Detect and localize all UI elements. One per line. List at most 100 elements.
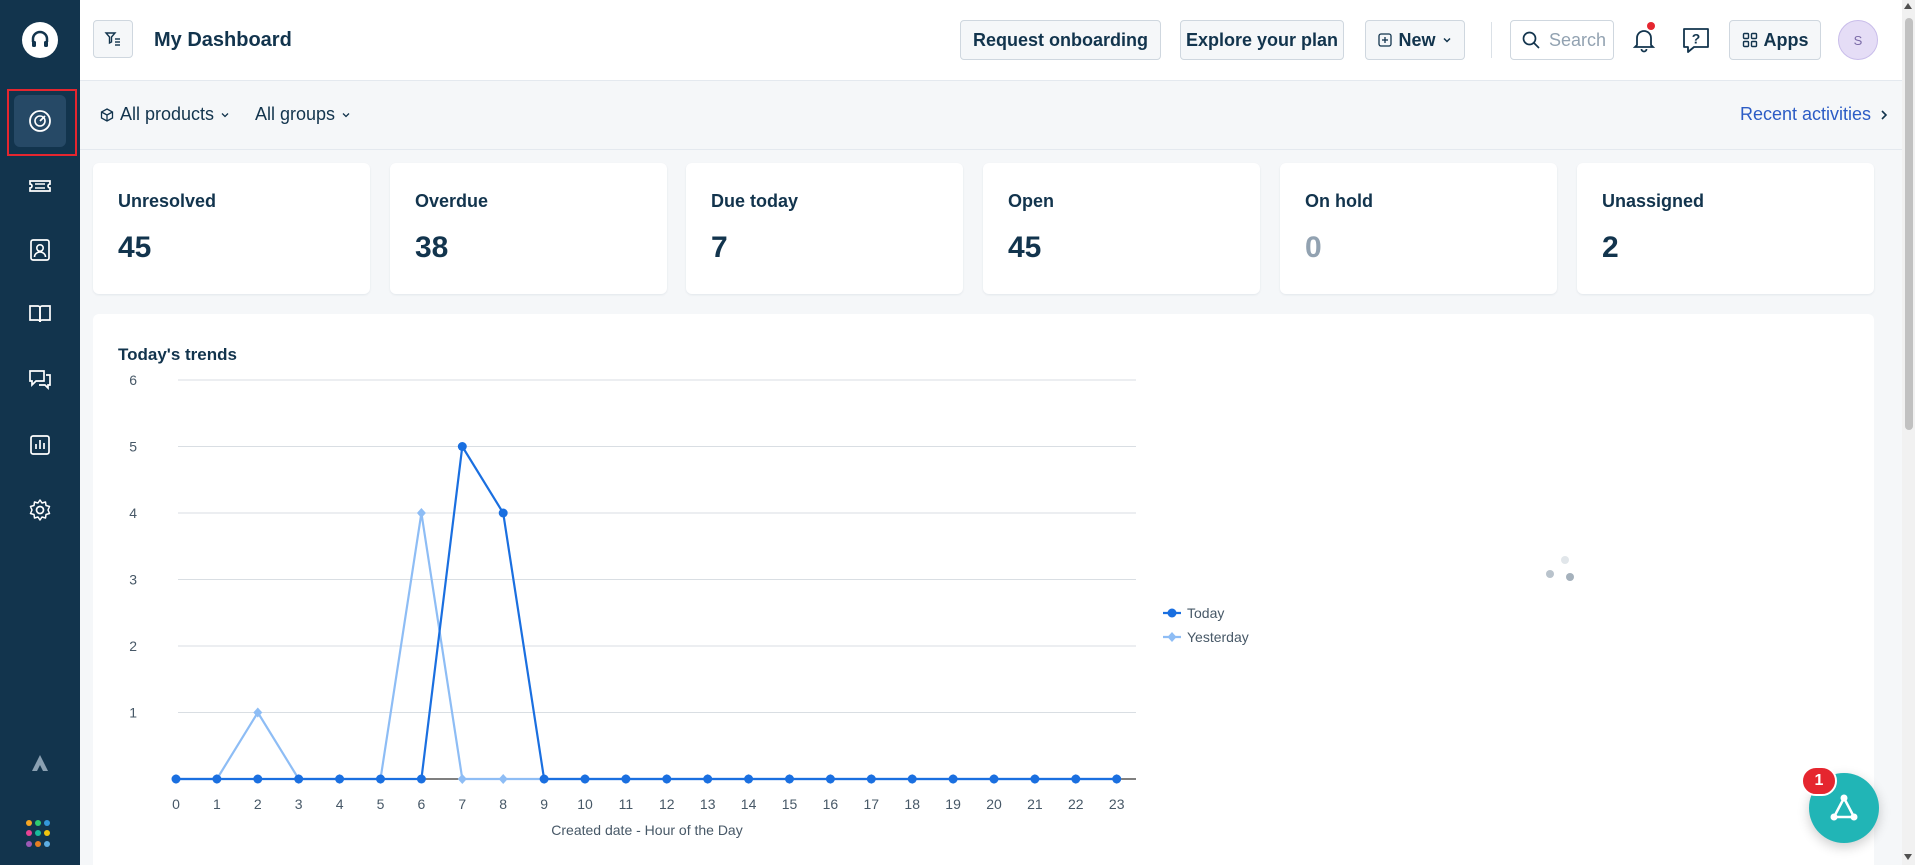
recent-activities-label: Recent activities bbox=[1740, 104, 1872, 124]
user-avatar[interactable]: S bbox=[1838, 20, 1878, 60]
card-label: Due today bbox=[711, 191, 799, 211]
explore-plan-button[interactable]: Explore your plan bbox=[1180, 20, 1344, 60]
card-value: 45 bbox=[118, 231, 152, 264]
y-tick-label: 5 bbox=[129, 439, 137, 455]
dashboard-filter-row: All products All groups Recent activitie… bbox=[80, 82, 1915, 150]
request-onboarding-button[interactable]: Request onboarding bbox=[960, 20, 1161, 60]
x-tick-label: 7 bbox=[458, 796, 466, 812]
legend-marker-today bbox=[1167, 608, 1177, 618]
products-filter-label: All products bbox=[120, 104, 215, 124]
metric-card-unassigned[interactable]: Unassigned 2 bbox=[1577, 163, 1874, 294]
filter-icon bbox=[104, 32, 120, 46]
x-tick-label: 17 bbox=[864, 796, 880, 812]
header-divider bbox=[1491, 22, 1492, 58]
help-question-icon: ? bbox=[1683, 28, 1709, 53]
data-point-today bbox=[1030, 774, 1040, 784]
x-tick-label: 12 bbox=[659, 796, 675, 812]
data-point-today bbox=[866, 774, 876, 784]
products-filter-dropdown[interactable]: All products bbox=[100, 104, 230, 125]
y-tick-label: 4 bbox=[129, 505, 137, 521]
scroll-thumb[interactable] bbox=[1905, 18, 1913, 430]
metric-card-due-today[interactable]: Due today 7 bbox=[686, 163, 963, 294]
sidebar-item-tickets[interactable] bbox=[14, 160, 66, 212]
series-line-today bbox=[176, 445, 1117, 781]
x-tick-label: 11 bbox=[619, 796, 634, 812]
metric-card-open[interactable]: Open 45 bbox=[983, 163, 1260, 294]
x-tick-label: 8 bbox=[499, 796, 507, 812]
data-point-today bbox=[335, 774, 345, 784]
gear-icon bbox=[29, 499, 51, 521]
y-tick-label: 6 bbox=[129, 372, 137, 388]
network-nodes-icon bbox=[1830, 794, 1858, 821]
notification-dot bbox=[1647, 22, 1655, 30]
widget-notification-badge: 1 bbox=[1801, 766, 1837, 796]
trends-title: Today's trends bbox=[118, 345, 237, 364]
notifications-button[interactable] bbox=[1628, 22, 1660, 58]
card-value: 45 bbox=[1008, 231, 1042, 264]
data-point-today bbox=[744, 774, 754, 784]
data-point-today bbox=[171, 774, 181, 784]
apps-grid-icon bbox=[1742, 32, 1757, 48]
data-point-today bbox=[416, 774, 426, 784]
x-tick-label: 10 bbox=[577, 796, 593, 812]
chevron-right-icon bbox=[1881, 109, 1888, 120]
new-button[interactable]: New bbox=[1365, 20, 1465, 60]
x-tick-label: 19 bbox=[945, 796, 961, 812]
search-input[interactable]: Search bbox=[1510, 20, 1614, 60]
metric-card-overdue[interactable]: Overdue 38 bbox=[390, 163, 667, 294]
filter-toggle-button[interactable] bbox=[93, 20, 133, 58]
sidebar-item-freddy[interactable] bbox=[14, 738, 66, 790]
data-point-today bbox=[989, 774, 999, 784]
help-button[interactable]: ? bbox=[1678, 22, 1714, 58]
data-point-yesterday bbox=[253, 707, 263, 718]
card-label: Unresolved bbox=[118, 191, 217, 211]
sidebar-item-admin[interactable] bbox=[14, 484, 66, 536]
new-button-label: New bbox=[1398, 29, 1436, 50]
chat-bubbles-icon bbox=[29, 370, 51, 391]
bar-chart-icon bbox=[30, 435, 50, 455]
chevron-down-icon bbox=[221, 112, 229, 117]
apps-button[interactable]: Apps bbox=[1729, 20, 1821, 60]
x-tick-label: 22 bbox=[1068, 796, 1084, 812]
groups-filter-dropdown[interactable]: All groups bbox=[255, 104, 351, 125]
metric-card-unresolved[interactable]: Unresolved 45 bbox=[93, 163, 370, 294]
sidebar-item-reports[interactable] bbox=[14, 419, 66, 471]
card-label: Overdue bbox=[415, 191, 489, 211]
data-point-today bbox=[539, 774, 549, 784]
scroll-up-arrow[interactable] bbox=[1904, 3, 1912, 9]
sidebar-item-dashboard[interactable] bbox=[14, 95, 66, 147]
sidebar-item-solutions[interactable] bbox=[14, 288, 66, 340]
data-point-today bbox=[703, 774, 713, 784]
data-point-yesterday bbox=[498, 774, 508, 784]
data-point-today bbox=[294, 774, 304, 784]
x-tick-label: 23 bbox=[1109, 796, 1125, 812]
recent-activities-link[interactable]: Recent activities bbox=[1740, 104, 1889, 125]
data-point-today bbox=[457, 442, 467, 451]
chevron-down-icon bbox=[1442, 37, 1451, 43]
x-tick-label: 21 bbox=[1027, 796, 1043, 812]
data-point-today bbox=[662, 774, 672, 784]
freshdesk-logo-icon[interactable] bbox=[22, 22, 58, 58]
search-icon bbox=[1522, 31, 1540, 49]
page-title: My Dashboard bbox=[154, 29, 292, 51]
scroll-down-arrow[interactable] bbox=[1904, 854, 1912, 860]
data-point-today bbox=[580, 774, 590, 784]
metric-card-on-hold[interactable]: On hold 0 bbox=[1280, 163, 1557, 294]
app-switcher-icon[interactable] bbox=[26, 820, 54, 848]
book-icon bbox=[29, 305, 51, 323]
x-tick-label: 0 bbox=[172, 796, 180, 812]
legend-label-today: Today bbox=[1187, 605, 1224, 621]
data-point-yesterday bbox=[457, 774, 467, 784]
page-scrollbar[interactable] bbox=[1902, 0, 1915, 865]
sidebar-item-forums[interactable] bbox=[14, 353, 66, 405]
x-tick-label: 6 bbox=[418, 796, 426, 812]
data-point-yesterday bbox=[416, 508, 426, 518]
y-tick-label: 2 bbox=[129, 638, 137, 654]
groups-filter-label: All groups bbox=[255, 104, 336, 124]
dashboard-gauge-icon bbox=[29, 110, 51, 132]
freddy-ai-icon bbox=[32, 755, 48, 771]
x-tick-label: 20 bbox=[986, 796, 1002, 812]
data-point-today bbox=[1071, 774, 1081, 784]
legend-marker-yesterday bbox=[1167, 632, 1177, 642]
sidebar-item-contacts[interactable] bbox=[14, 224, 66, 276]
